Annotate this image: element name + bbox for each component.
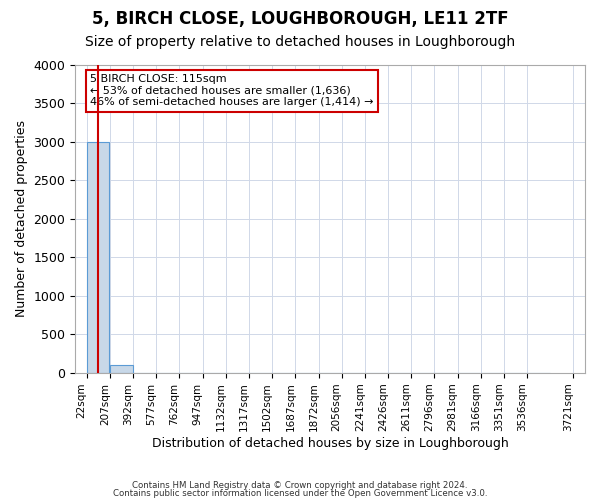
Y-axis label: Number of detached properties: Number of detached properties (15, 120, 28, 318)
Bar (110, 364, 133, 373)
Text: Size of property relative to detached houses in Loughborough: Size of property relative to detached ho… (85, 35, 515, 49)
X-axis label: Distribution of detached houses by size in Loughborough: Distribution of detached houses by size … (152, 437, 508, 450)
Text: 5 BIRCH CLOSE: 115sqm
← 53% of detached houses are smaller (1,636)
46% of semi-d: 5 BIRCH CLOSE: 115sqm ← 53% of detached … (91, 74, 374, 108)
Text: Contains public sector information licensed under the Open Government Licence v3: Contains public sector information licen… (113, 488, 487, 498)
Text: Contains HM Land Registry data © Crown copyright and database right 2024.: Contains HM Land Registry data © Crown c… (132, 481, 468, 490)
Bar (87, 142, 109, 373)
Text: 5, BIRCH CLOSE, LOUGHBOROUGH, LE11 2TF: 5, BIRCH CLOSE, LOUGHBOROUGH, LE11 2TF (92, 10, 508, 28)
